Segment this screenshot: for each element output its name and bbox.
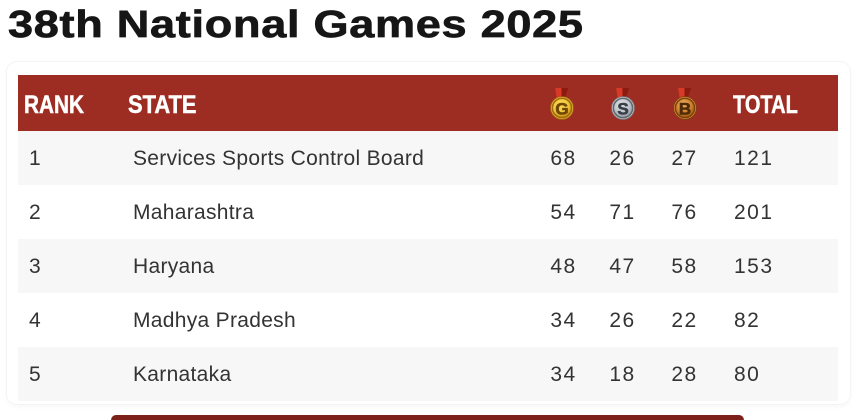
svg-text:G: G <box>555 100 568 119</box>
svg-text:B: B <box>678 100 690 119</box>
svg-text:S: S <box>617 100 628 119</box>
